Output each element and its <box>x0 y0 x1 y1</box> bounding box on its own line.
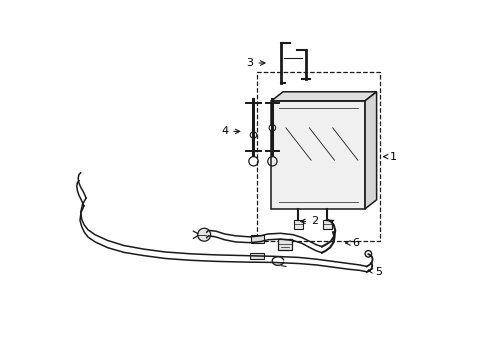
Circle shape <box>197 228 210 241</box>
Bar <box>271 101 365 209</box>
Text: 2: 2 <box>300 216 318 226</box>
Circle shape <box>268 125 275 131</box>
Polygon shape <box>365 92 376 209</box>
Text: 3: 3 <box>246 58 264 68</box>
Circle shape <box>250 132 256 138</box>
Bar <box>278 239 291 250</box>
Bar <box>250 235 263 243</box>
Bar <box>322 220 331 229</box>
Bar <box>257 72 379 241</box>
Text: 4: 4 <box>221 126 239 136</box>
Bar <box>294 220 302 229</box>
Bar <box>249 253 264 259</box>
Polygon shape <box>271 92 376 101</box>
Text: 5: 5 <box>367 267 381 277</box>
Text: 6: 6 <box>345 238 359 248</box>
Text: 1: 1 <box>383 152 396 162</box>
